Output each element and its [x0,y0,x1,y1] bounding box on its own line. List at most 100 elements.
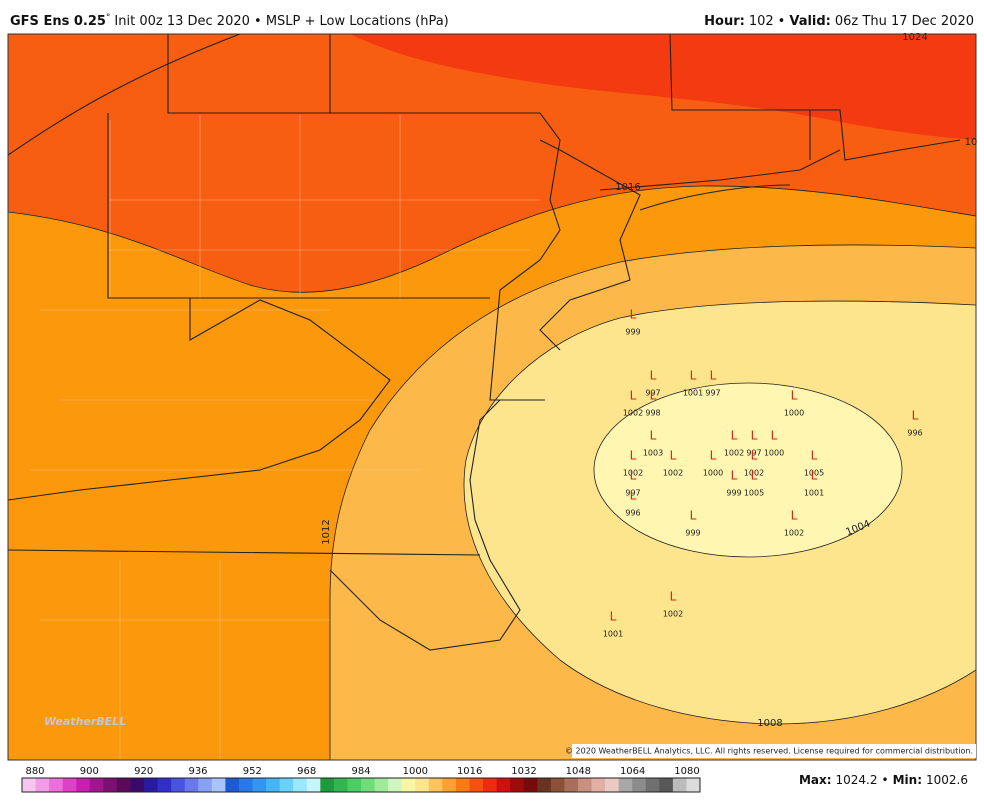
colorbar-swatch [361,778,376,792]
colorbar-swatch [306,778,321,792]
colorbar-swatch [618,778,633,792]
low-pressure: 1001 [804,489,824,498]
copyright: © 2020 WeatherBELL Analytics, LLC. All r… [565,747,973,756]
colorbar-swatch [35,778,50,792]
map [8,34,976,760]
colorbar-label: 880 [25,766,44,777]
colorbar-swatch [401,778,416,792]
contour-label: 1008 [757,718,782,729]
low-symbol: L [912,409,919,423]
colorbar-swatch [333,778,348,792]
colorbar-swatch [591,778,606,792]
low-pressure: 1003 [643,449,663,458]
colorbar-swatch [442,778,457,792]
colorbar-swatch [184,778,199,792]
colorbar-swatch [577,778,593,792]
state-borders [8,34,961,651]
contour-label: 1012 [321,519,332,544]
colorbar-swatch [198,778,213,792]
low-symbol: L [710,449,717,463]
colorbar-swatch [347,778,362,792]
low-symbol: L [710,369,717,383]
colorbar-swatch [279,778,294,792]
colorbar-swatch [76,778,91,792]
separator: • [882,773,889,787]
low-symbol: L [751,449,758,463]
colorbar-swatch [428,778,443,792]
header-title: GFS Ens 0.25° Init 00z 13 Dec 2020 • MSLP… [10,13,449,29]
colorbar-swatch [89,778,104,792]
colorbar-swatch [659,778,674,792]
colorbar-swatch [455,778,470,792]
colorbar-frame [21,777,701,793]
colorbar-label: 1016 [457,766,482,777]
colorbar-swatch [496,778,511,792]
colorbar-swatch [374,778,389,792]
low-pressure: 998 [645,409,660,418]
low-symbol: L [690,509,697,523]
county-lines [30,115,540,760]
colorbar-swatch [293,778,308,792]
colorbar-swatch [320,778,335,792]
low-pressure: 1001 [683,389,703,398]
colorbar-label: 1048 [566,766,591,777]
isobar [329,244,976,760]
contour-label: 10 [965,137,978,148]
low-symbol: L [731,429,738,443]
colorbar-label: 1064 [620,766,645,777]
low-symbol: L [630,389,637,403]
colorbar-label: 1080 [674,766,699,777]
low-symbol: L [650,429,657,443]
header-valid: Hour: 102 • Valid: 06z Thu 17 Dec 2020 [704,14,974,29]
low-symbol: L [751,469,758,483]
logo: WeatherBELL [44,715,126,728]
colorbar-label: 984 [351,766,370,777]
low-symbol: L [650,369,657,383]
low-pressure: 1005 [804,469,824,478]
colorbar-swatch [605,778,620,792]
low-symbol: L [771,429,778,443]
colorbar-swatch [469,778,484,792]
low-symbol: L [630,489,637,503]
colorbar-swatch [550,778,565,792]
low-symbol: L [630,449,637,463]
colorbar-swatch [225,778,240,792]
contour-label: 1016 [615,182,640,193]
low-symbol: L [630,469,637,483]
low-pressure: 1005 [744,489,764,498]
colorbar-swatch [252,778,267,792]
band-1020-1024 [350,34,976,140]
low-symbol: L [690,369,697,383]
copyright-box [572,744,976,758]
colorbar-label: 952 [243,766,262,777]
colorbar-swatch [49,778,64,792]
low-pressure: 997 [746,449,761,458]
colorbar-label: 968 [297,766,316,777]
colorbar-swatch [266,778,281,792]
colorbar-swatch [130,778,145,792]
isobar [463,300,976,725]
max-label: Max: [799,773,832,787]
low-pressure: 999 [625,328,640,337]
low-pressure: 1002 [663,469,683,478]
low-pressure: 1000 [764,449,784,458]
low-pressure: 1002 [724,449,744,458]
low-symbol: L [650,389,657,403]
low-symbol: L [811,449,818,463]
colorbar-label: 920 [134,766,153,777]
low-pressure: 1002 [784,529,804,538]
low-pressure: 999 [726,489,741,498]
colorbar-label: 936 [188,766,207,777]
colorbar-swatch [483,778,498,792]
low-symbol: L [610,610,617,624]
colorbar-label: 900 [80,766,99,777]
colorbar-swatch [211,778,226,792]
min: 1002.6 [926,773,968,787]
colorbar-swatch [672,778,687,792]
colorbar-swatch [22,778,37,792]
valid-label: Valid: [789,14,831,29]
low-pressure: 1002 [744,469,764,478]
colorbar-swatch [116,778,131,792]
low-symbol: L [630,308,637,322]
